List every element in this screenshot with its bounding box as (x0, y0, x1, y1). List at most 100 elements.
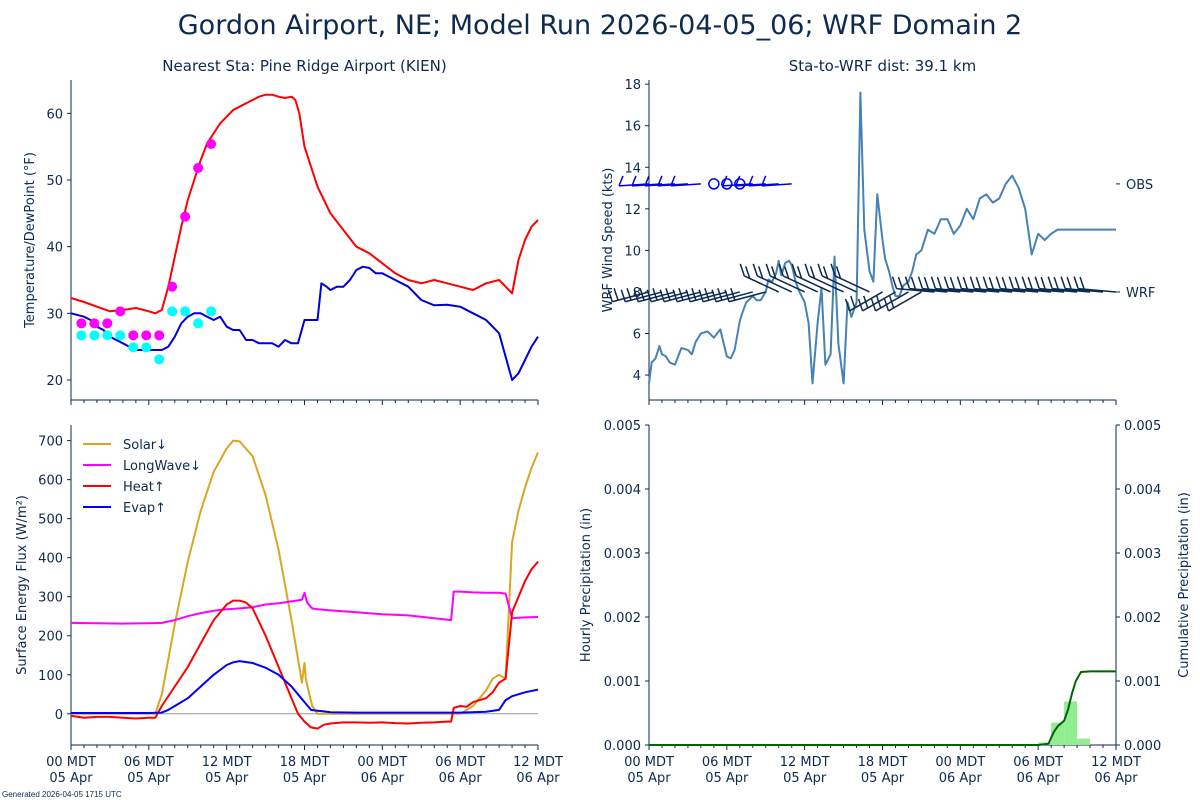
hourly-precip-bar (1064, 701, 1078, 745)
wrf-wind-barb (1008, 276, 1052, 293)
obs-dewpoint-point (102, 330, 113, 341)
wrf-barb-feather (639, 287, 645, 301)
wrf-barb-feather (804, 263, 810, 277)
wrf-barb-staff (1013, 287, 1052, 293)
wrf-wind-barb (969, 276, 1013, 293)
y-tick-label: 20 (46, 374, 63, 389)
x-tick-label-date: 06 Apr (361, 771, 405, 786)
right-y-tick-label: 0.003 (1124, 547, 1161, 562)
wrf-barb-staff (834, 275, 870, 293)
legend-label: Heat↑ (123, 480, 165, 495)
wrf-barb-feather (626, 287, 632, 301)
x-tick-label-time: 12 MDT (202, 755, 252, 770)
y-tick-label: 300 (38, 591, 63, 606)
wrf-barb-feather (1034, 276, 1040, 289)
obs-wind-barb (670, 175, 701, 187)
y-tick-label: 0.000 (604, 739, 641, 754)
wrf-barb-staff (821, 275, 857, 293)
wrf-barb-feather (962, 276, 969, 290)
obs-wind-barb (735, 175, 766, 187)
wrf-barb-feather (1001, 276, 1007, 290)
wrf-barb-staff (728, 291, 766, 303)
x-tick-label-date: 05 Apr (283, 771, 327, 786)
y-tick-label: 400 (38, 552, 63, 567)
obs-barb-staff (618, 183, 650, 187)
obs-barb-feather (644, 175, 650, 187)
y-tick-label: 500 (38, 513, 63, 528)
wrf-barb-feather (770, 266, 777, 279)
wrf-barb-feather (778, 263, 784, 277)
wrf-wind-barb (804, 263, 844, 293)
wrf-barb-feather (891, 276, 898, 289)
obs-wind-barb (618, 175, 650, 187)
obs-wind-barb (644, 175, 675, 187)
wrf-barb-feather (796, 266, 803, 279)
x-tick-label-date: 05 Apr (127, 771, 171, 786)
y-axis-label: Temperature/DewPoint (°F) (23, 152, 38, 329)
wrf-barb-feather (1060, 276, 1066, 289)
wrf-barb-feather (917, 276, 924, 289)
x-tick-label-time: 06 MDT (124, 755, 174, 770)
wrf-wind-barb (830, 263, 870, 293)
right-label-wrf: WRF (1126, 286, 1155, 301)
wrf-barb-staff (922, 287, 961, 293)
y-tick-label: 10 (624, 244, 641, 259)
x-tick-label-time: 06 MDT (435, 755, 485, 770)
x-tick-label-time: 12 MDT (780, 755, 830, 770)
obs-temperature-point (167, 281, 178, 292)
obs-barb-feather (657, 175, 663, 187)
wrf-barb-feather (995, 276, 1002, 289)
wrf-wind-barb (943, 276, 987, 293)
obs-barb-feather (748, 175, 754, 187)
wrf-barb-staff (743, 275, 780, 293)
x-tick-label-date: 06 Apr (939, 771, 983, 786)
wrf-wind-barb (1047, 276, 1091, 293)
obs-wind-barb (631, 175, 663, 187)
x-tick-label-date: 05 Apr (205, 771, 249, 786)
wrf-barb-feather (698, 289, 704, 303)
obs-wind-barb (657, 175, 688, 187)
x-tick-label-time: 06 MDT (1013, 755, 1063, 770)
legend-label: Evap↑ (123, 501, 166, 516)
wrf-barb-feather (672, 289, 678, 303)
x-tick-label-time: 00 MDT (624, 755, 674, 770)
wrf-barb-staff (987, 287, 1026, 293)
x-tick-label-date: 05 Apr (861, 771, 905, 786)
wrf-barb-feather (930, 276, 937, 289)
legend-label: LongWave↓ (123, 459, 201, 474)
y-tick-label: 0.005 (604, 419, 641, 434)
wrf-wind-barb (765, 263, 805, 293)
obs-temperature-point (180, 211, 191, 222)
obs-barb-staff (644, 183, 675, 187)
obs-dewpoint-point (76, 330, 87, 341)
obs-barb-feather (760, 175, 767, 187)
x-tick-label-date: 05 Apr (783, 771, 827, 786)
wrf-barb-feather (870, 298, 877, 312)
wrf-barb-feather (817, 263, 823, 277)
obs-barb-staff (722, 183, 753, 187)
wrf-barb-feather (969, 276, 976, 289)
wrf-wind-barb (1073, 276, 1117, 293)
wrf-wind-barb (844, 291, 883, 312)
y-tick-label: 18 (624, 78, 641, 93)
wrf-wind-barb (1034, 276, 1078, 293)
wrf-barb-feather (956, 276, 963, 289)
x-tick-label-date: 05 Apr (49, 771, 93, 786)
x-tick-label-date: 05 Apr (627, 771, 671, 786)
x-tick-label-date: 06 Apr (1017, 771, 1061, 786)
y-axis-label: Hourly Precipitation (in) (579, 508, 594, 662)
obs-temperature-point (128, 330, 139, 341)
figure-title: Gordon Airport, NE; Model Run 2026-04-05… (177, 10, 1023, 41)
x-tick-label-time: 18 MDT (858, 755, 908, 770)
obs-barb-staff (735, 183, 766, 187)
y-tick-label: 0.002 (604, 611, 641, 626)
x-tick-label-time: 12 MDT (513, 755, 563, 770)
y-tick-label: 8 (633, 286, 641, 301)
wrf-barb-feather (1047, 276, 1053, 289)
wrf-barb-feather (844, 298, 851, 312)
wrf-wind-barb (995, 276, 1039, 293)
wrf-barb-staff (756, 275, 793, 293)
obs-barb-feather (618, 175, 624, 187)
wrf-barb-feather (1021, 276, 1027, 289)
obs-barb-staff (631, 183, 663, 187)
